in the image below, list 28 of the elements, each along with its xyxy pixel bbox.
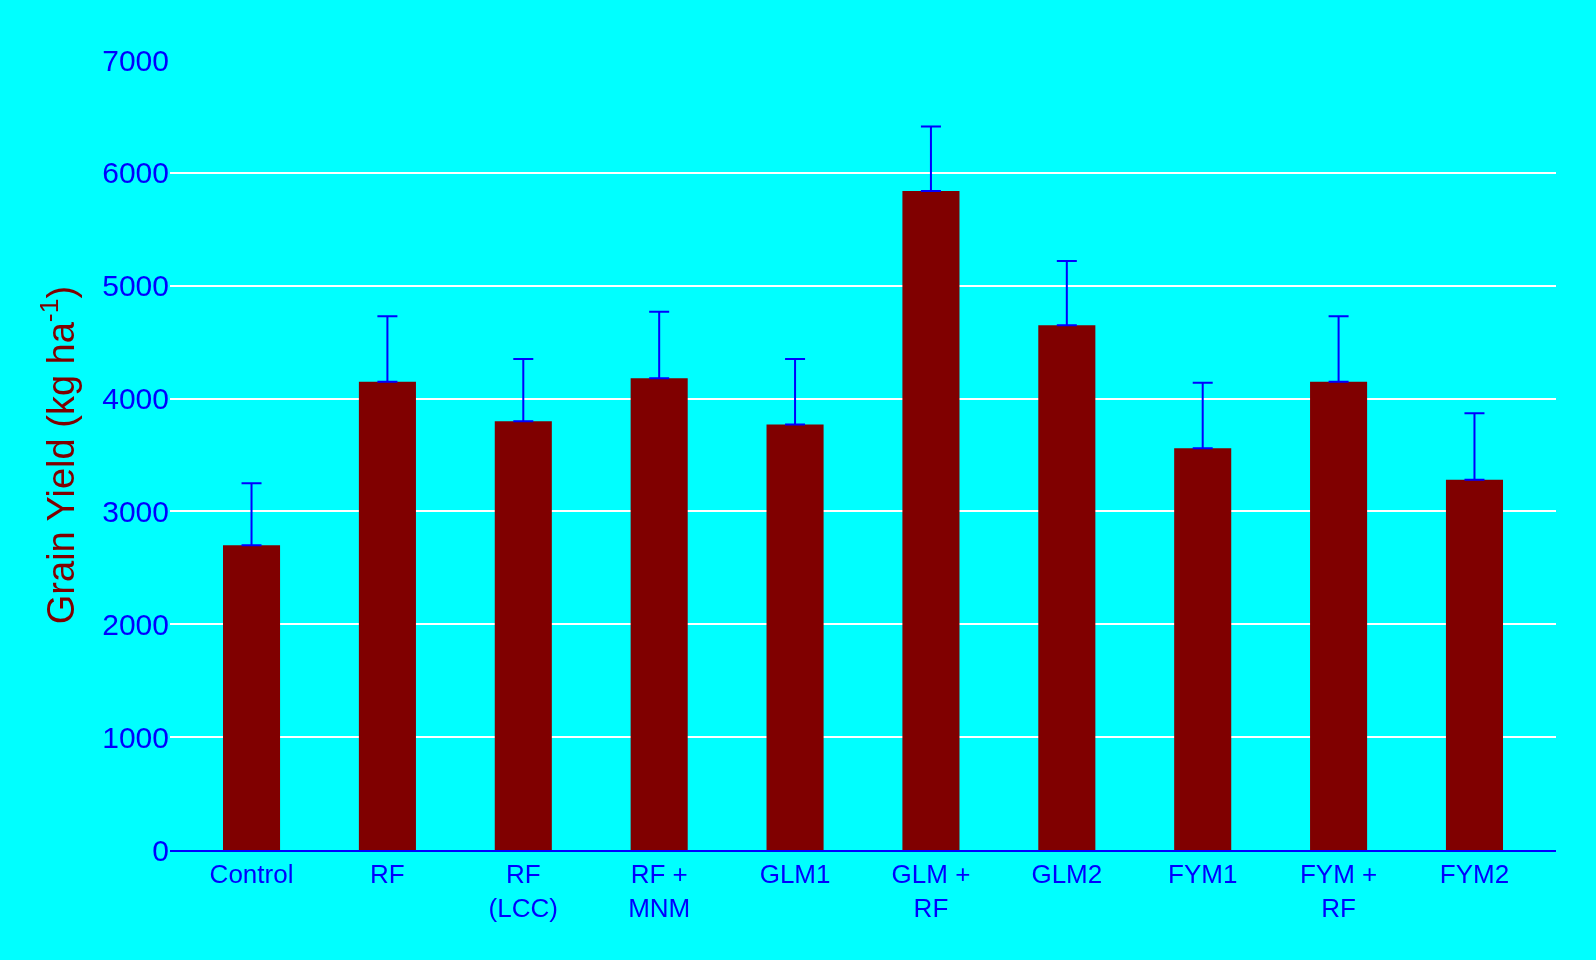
x-tick-label: GLM + RF [891,859,971,923]
bar [494,421,552,850]
y-tick-label: 7000 [102,43,169,77]
y-tick-label: 1000 [102,720,169,754]
y-tick-label: 3000 [102,494,169,528]
y-tick-label: 6000 [102,156,169,190]
x-tick-label: RF [370,859,405,890]
bar [902,190,960,850]
bar [358,381,416,850]
y-tick-label: 2000 [102,607,169,641]
bar [1174,448,1232,850]
bar [630,378,688,850]
y-tick-label: 0 [152,833,169,867]
y-tick-label: 4000 [102,382,169,416]
x-tick-label: FYM2 [1439,859,1510,890]
x-tick-label: RF (LCC) [488,859,558,923]
bar [1038,325,1096,850]
y-tick-label: 5000 [102,269,169,303]
x-tick-label: GLM2 [1031,859,1103,890]
x-tick-label: FYM1 [1168,859,1238,890]
x-tick-label: FYM + RF [1299,859,1378,923]
bar [1310,381,1368,850]
x-tick-label: Control [209,859,294,890]
x-tick-label: RF + MNM [628,859,691,923]
bar [222,545,281,850]
x-tick-label: GLM1 [759,859,831,890]
bar [766,424,824,850]
bar [1445,479,1504,850]
